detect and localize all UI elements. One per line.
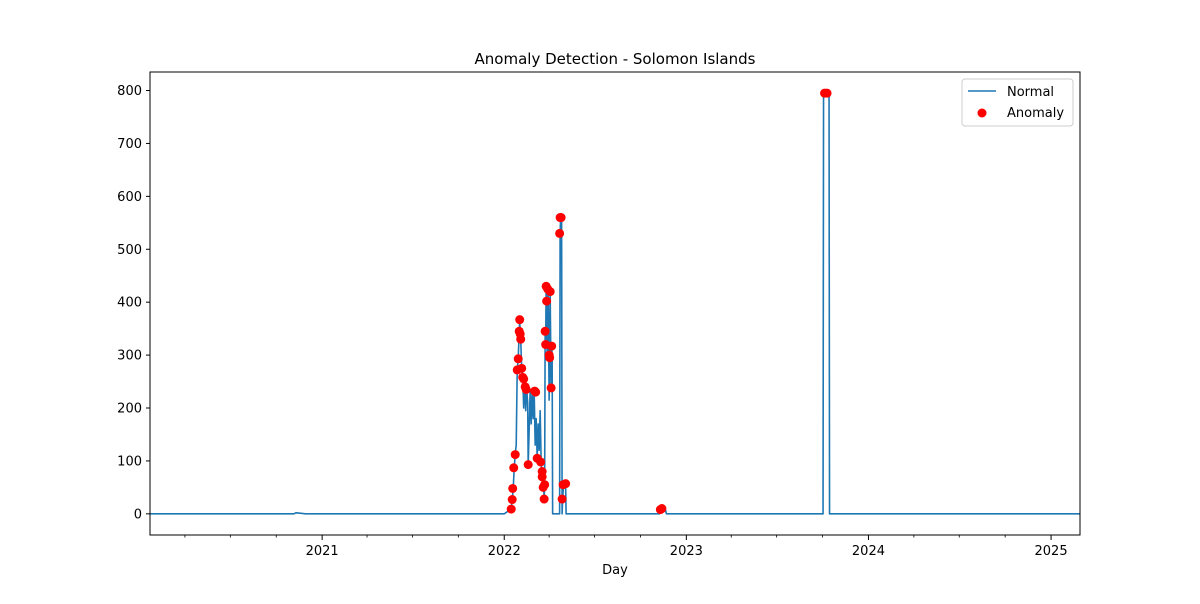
- y-axis: 0 100 200 300 400 500 600 700 800: [117, 84, 150, 522]
- anomaly-point: [517, 363, 527, 373]
- y-tick-label: 0: [134, 507, 142, 522]
- x-tick-label: 2021: [306, 544, 339, 559]
- x-tick-label: 2025: [1035, 544, 1068, 559]
- x-axis: 2021 2022 2023 2024 2025: [184, 535, 1068, 559]
- anomaly-point: [546, 383, 556, 393]
- anomaly-point: [531, 387, 541, 397]
- plot-area: [150, 88, 1080, 515]
- anomaly-point: [515, 315, 525, 325]
- anomaly-point: [539, 494, 549, 504]
- y-tick-label: 300: [117, 349, 142, 364]
- y-tick-label: 500: [117, 243, 142, 258]
- y-tick-label: 700: [117, 137, 142, 152]
- anomaly-point: [561, 479, 571, 489]
- legend-anomaly-swatch: [977, 108, 987, 118]
- legend: Normal Anomaly: [961, 78, 1074, 127]
- anomaly-point: [540, 326, 550, 336]
- anomaly-point: [523, 460, 533, 470]
- anomaly-point: [513, 354, 523, 364]
- anomaly-point: [822, 88, 832, 98]
- x-tick-label: 2022: [488, 544, 521, 559]
- anomaly-point: [556, 213, 566, 223]
- anomaly-point: [536, 457, 546, 467]
- legend-anomaly-label: Anomaly: [1007, 106, 1064, 121]
- y-tick-label: 600: [117, 190, 142, 205]
- anomaly-point: [547, 341, 557, 351]
- y-tick-label: 400: [117, 296, 142, 311]
- chart-title: Anomaly Detection - Solomon Islands: [475, 50, 756, 68]
- anomaly-point: [521, 384, 531, 394]
- anomaly-point: [508, 483, 518, 493]
- y-tick-label: 100: [117, 454, 142, 469]
- normal-series-line: [150, 92, 1080, 515]
- anomaly-point: [516, 334, 526, 344]
- anomaly-point: [545, 287, 555, 297]
- legend-normal-label: Normal: [1007, 85, 1054, 100]
- y-tick-label: 200: [117, 402, 142, 417]
- anomaly-point: [510, 450, 520, 460]
- anomaly-point: [509, 463, 519, 473]
- anomaly-point: [506, 504, 516, 514]
- plot-frame: [149, 71, 1081, 536]
- x-tick-label: 2024: [852, 544, 885, 559]
- anomaly-point: [540, 480, 550, 490]
- anomaly-point: [657, 504, 667, 514]
- anomaly-point: [537, 472, 547, 482]
- x-tick-label: 2023: [670, 544, 703, 559]
- anomaly-point: [519, 374, 529, 384]
- anomaly-point: [555, 228, 565, 238]
- x-axis-label: Day: [602, 563, 628, 578]
- anomaly-point: [507, 495, 517, 505]
- anomaly-point: [542, 296, 552, 306]
- anomaly-point: [557, 494, 567, 504]
- y-tick-label: 800: [117, 84, 142, 99]
- anomaly-point: [545, 353, 555, 363]
